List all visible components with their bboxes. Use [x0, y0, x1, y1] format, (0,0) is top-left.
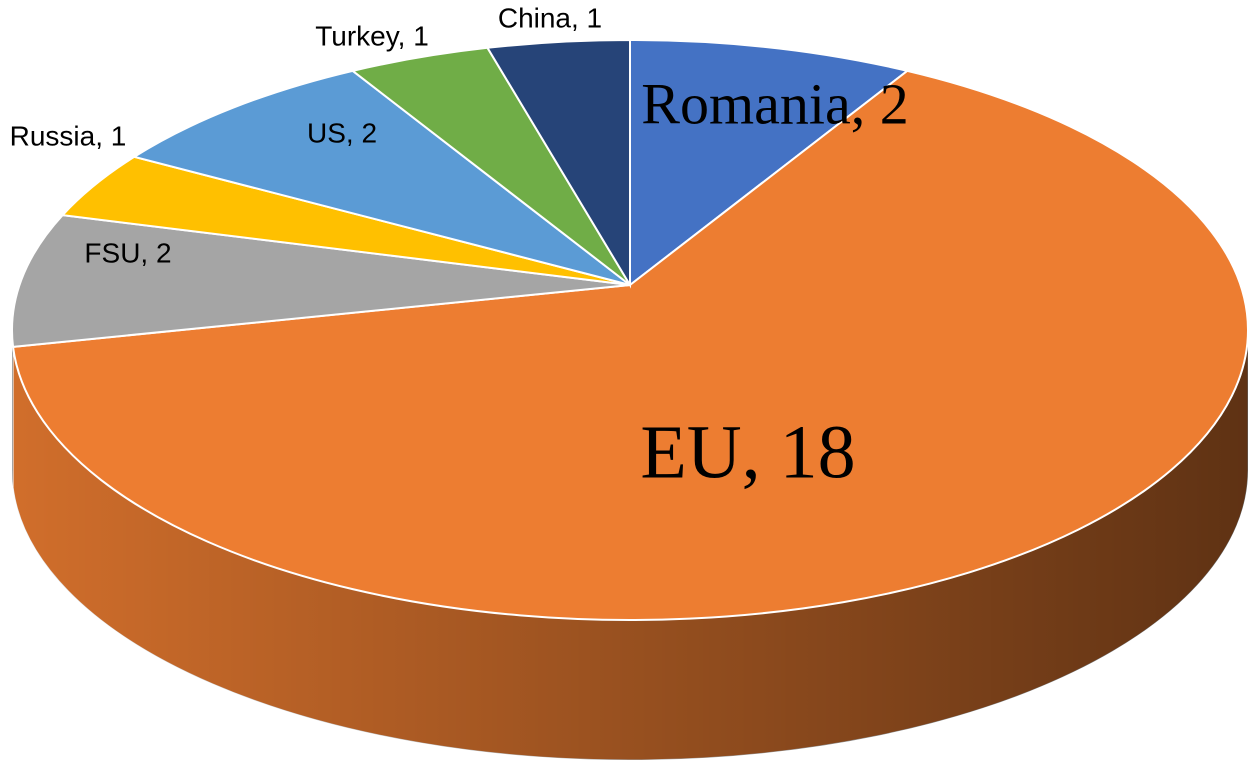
data-label: Russia, 1 [10, 120, 127, 151]
data-label: FSU, 2 [84, 237, 171, 268]
slice-side-shade [13, 330, 1249, 761]
data-label: China, 1 [498, 2, 602, 33]
slice [485, 38, 631, 289]
slice-side-shade [12, 330, 14, 487]
slice [131, 69, 631, 286]
data-label: EU, 18 [640, 410, 855, 494]
slice [11, 69, 1249, 621]
slice [629, 38, 910, 288]
data-label: Turkey, 1 [315, 20, 429, 51]
slice [11, 214, 631, 348]
data-label: Romania, 2 [641, 71, 908, 136]
data-label: US, 2 [307, 117, 377, 148]
